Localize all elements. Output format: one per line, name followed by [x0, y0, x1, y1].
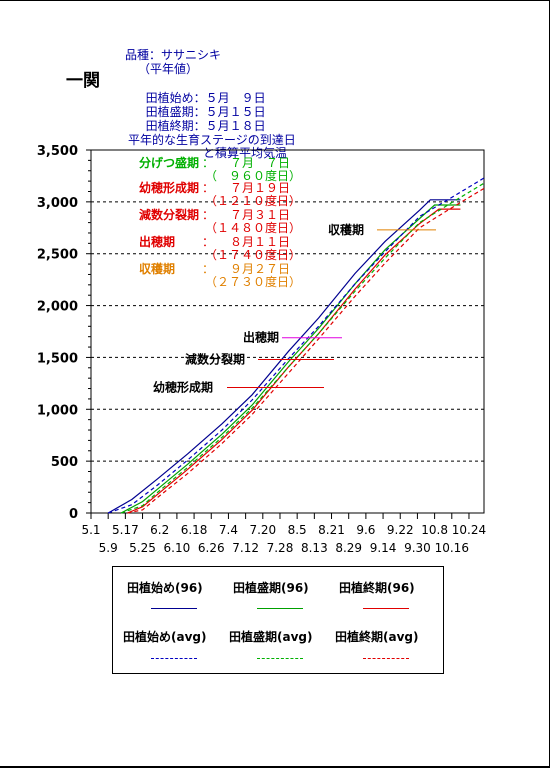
- x-tick-label: 6.2: [150, 523, 169, 537]
- page-border-top: [0, 0, 550, 1]
- x-tick-label: 6.10: [164, 541, 191, 555]
- legend-label-start-avg: 田植始め(avg): [123, 630, 207, 644]
- x-tick-label: 5.1: [81, 523, 100, 537]
- y-tick-label: 3,500: [37, 144, 78, 159]
- stage-label-meiosis: 減数分裂期: [185, 352, 245, 367]
- x-tick-label: 10.16: [435, 541, 469, 555]
- stage-date: ８月１１日: [230, 235, 290, 249]
- stage-degree: （１７４０度日）: [205, 247, 301, 262]
- series-line: [120, 182, 485, 514]
- planting-peak-row: 田植盛期：５月１５日: [138, 89, 266, 120]
- series-line: [120, 204, 461, 514]
- stage-colon: ：: [202, 208, 214, 222]
- y-tick-label: 0: [69, 507, 78, 522]
- x-tick-label: 10.24: [452, 523, 486, 537]
- legend-line-end-96: [363, 608, 409, 609]
- stage-name: 減数分裂期: [139, 207, 199, 222]
- legend-label-end-avg: 田植終期(avg): [335, 630, 419, 644]
- stage-name: 分げつ盛期: [139, 155, 199, 170]
- cultivar-line: 品種：ササニシキ: [125, 48, 222, 62]
- planting-end-value: ５月１８日: [205, 119, 266, 133]
- x-tick-label: 6.18: [181, 523, 208, 537]
- x-tick-label: 8.29: [335, 541, 362, 555]
- stage-label-panicle: 幼穂形成期: [153, 380, 213, 395]
- x-tick-label: 6.26: [198, 541, 225, 555]
- x-tick-label: 9.6: [356, 523, 375, 537]
- stage-name: 収穫期: [139, 261, 175, 276]
- chart-svg: 0 500 1,000 1,500 2,000 2,500 3,000 3,500 5.1 5.1…: [37, 144, 486, 555]
- planting-start-row: 田植始め：５月 ９日: [138, 75, 266, 106]
- x-tick-label: 8.21: [318, 523, 345, 537]
- stage-degree: （１２１０度日）: [205, 193, 301, 208]
- normal-note: （平年値）: [138, 62, 199, 76]
- stage-degree: （ ９６０度日）: [205, 168, 301, 183]
- x-tick-label: 9.14: [370, 541, 397, 555]
- stage-name: 幼穂形成期: [139, 180, 199, 195]
- page-border-bottom: [0, 766, 550, 768]
- y-tick-label: 1,000: [37, 403, 78, 418]
- y-tick-label: 500: [51, 455, 78, 470]
- series-line: [107, 199, 461, 514]
- x-tick-label: 7.28: [267, 541, 294, 555]
- stage-date: ９月２７日: [230, 262, 290, 276]
- stage-date: ７月１９日: [230, 181, 290, 195]
- x-tick-label: 7.20: [249, 523, 276, 537]
- y-tick-label: 1,500: [37, 351, 78, 366]
- legend-line-start-avg: [151, 658, 197, 659]
- planting-end-label: 田植終期：: [145, 119, 206, 133]
- x-tick-label: 5.17: [112, 523, 139, 537]
- chart-heading-1: 平年的な生育ステージの到達日: [128, 133, 296, 147]
- y-tick-label: 2,500: [37, 248, 78, 263]
- series-line: [127, 187, 485, 514]
- planting-start-label: 田植始め：: [145, 91, 206, 105]
- stage-colon: ：: [202, 262, 214, 276]
- stage-degree: （１４８０度日）: [205, 220, 301, 235]
- legend-line-end-avg: [363, 658, 409, 659]
- stage-label-harvest: 収穫期: [328, 222, 364, 237]
- x-tick-label: 5.9: [99, 541, 118, 555]
- x-tick-label: 9.30: [404, 541, 431, 555]
- legend-box: 田植始め(96) 田植盛期(96) 田植終期(96) 田植始め(avg) 田植盛…: [112, 566, 444, 674]
- stage-colon: ：: [202, 181, 214, 195]
- stage-date: ７月３１日: [230, 208, 290, 222]
- location-title: 一関: [66, 71, 100, 91]
- legend-line-peak-avg: [257, 658, 303, 659]
- x-tick-label: 10.8: [421, 523, 448, 537]
- legend-line-peak-96: [257, 608, 303, 609]
- legend-label-peak-96: 田植盛期(96): [233, 581, 309, 595]
- y-tick-label: 3,000: [37, 196, 78, 211]
- stage-date: ７月 ７日: [230, 156, 290, 170]
- legend-label-start-96: 田植始め(96): [127, 581, 203, 595]
- series-line: [108, 177, 485, 514]
- x-tick-label: 8.5: [288, 523, 307, 537]
- stage-degree: （２７３０度日）: [205, 274, 301, 289]
- legend-label-end-96: 田植終期(96): [339, 581, 415, 595]
- stage-colon: ：: [202, 235, 214, 249]
- x-tick-label: 9.22: [387, 523, 414, 537]
- stage-name: 出穂期: [139, 234, 175, 249]
- legend-line-start-96: [151, 608, 197, 609]
- plot-frame: [90, 149, 485, 514]
- x-tick-label: 7.12: [232, 541, 259, 555]
- stage-label-heading: 出穂期: [243, 330, 279, 345]
- legend-label-peak-avg: 田植盛期(avg): [229, 630, 313, 644]
- x-tick-label: 7.4: [219, 523, 238, 537]
- y-tick-label: 2,000: [37, 300, 78, 315]
- x-tick-label: 8.13: [301, 541, 328, 555]
- stage-colon: ：: [202, 156, 214, 170]
- planting-end-row: 田植終期：５月１８日: [138, 103, 266, 134]
- planting-peak-label: 田植盛期：: [145, 105, 206, 119]
- x-tick-label: 5.25: [129, 541, 156, 555]
- planting-start-value: ５月 ９日: [205, 91, 266, 105]
- planting-peak-value: ５月１５日: [205, 105, 266, 119]
